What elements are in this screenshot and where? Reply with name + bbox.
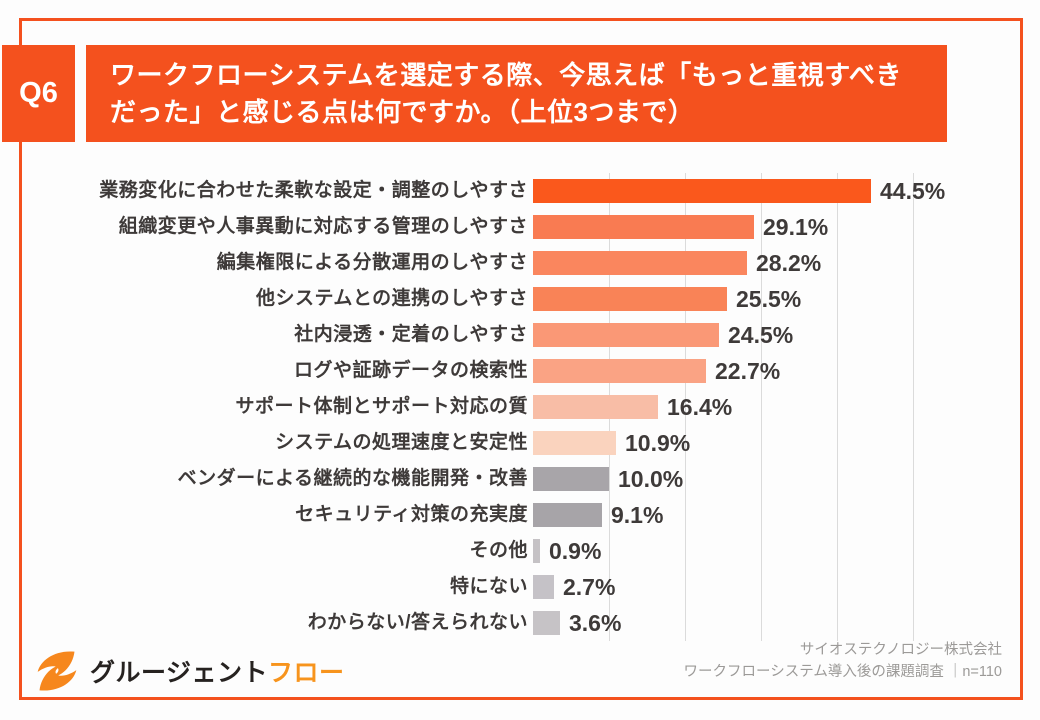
bar [533,575,554,599]
category-label: その他 [469,540,528,561]
category-label: ログや証跡データの検索性 [293,360,528,381]
question-number-badge: Q6 [2,45,75,142]
logo-text: グルージェントフロー [90,653,345,689]
category-label: ベンダーによる継続的な機能開発・改善 [177,468,528,489]
question-number-label: Q6 [19,77,58,109]
chart-row: 他システムとの連携のしやすさ 25.5% [22,281,1023,317]
source-attribution: サイオステクノロジー株式会社 ワークフローシステム導入後の課題調査 ｜n=110 [684,639,1002,683]
category-label: サポート体制とサポート対応の質 [235,396,528,417]
value-label: 0.9% [549,538,602,564]
chart-row: 社内浸透・定着のしやすさ 24.5% [22,317,1023,353]
value-label: 25.5% [736,286,802,312]
value-label: 2.7% [563,574,616,600]
value-label: 9.1% [611,502,664,528]
bar [533,611,560,635]
chart-row: ログや証跡データの検索性 22.7% [22,353,1023,389]
gridline-40pct [837,173,838,641]
source-company: サイオステクノロジー株式会社 [799,642,1002,658]
bar [533,251,747,275]
category-label: 他システムとの連携のしやすさ [255,288,528,309]
category-label: 編集権限による分散運用のしやすさ [216,252,528,273]
gridline-30pct [761,173,762,641]
source-survey: ワークフローシステム導入後の課題調査 ｜n=110 [683,664,1002,680]
logo-text-dark: グルージェント [90,659,269,687]
value-label: 24.5% [728,322,794,348]
category-label: システムの処理速度と安定性 [275,432,528,453]
company-logo: グルージェントフロー [34,646,345,696]
category-label: 業務変化に合わせた柔軟な設定・調整のしやすさ [99,180,528,201]
bar [533,467,609,491]
value-label: 22.7% [715,358,781,384]
bar [533,323,719,347]
bar [533,503,602,527]
page-border-frame [19,18,1023,700]
bar [533,215,754,239]
bar [533,359,706,383]
value-label: 3.6% [569,610,622,636]
value-label: 10.0% [618,466,684,492]
value-label: 16.4% [667,394,733,420]
question-title-line1: ワークフローシステムを選定する際、今思えば「もっと重視すべき [110,59,902,90]
gridline-20pct [685,173,686,641]
category-label: 社内浸透・定着のしやすさ [294,324,528,345]
bar [533,395,658,419]
category-label: 特にない [449,576,528,597]
chart-row: セキュリティ対策の充実度 9.1% [22,497,1023,533]
chart: 業務変化に合わせた柔軟な設定・調整のしやすさ 44.5% 組織変更や人事異動に対応す… [22,173,1023,641]
chart-row: 業務変化に合わせた柔軟な設定・調整のしやすさ 44.5% [22,173,1023,209]
bar [533,287,727,311]
logo-text-orange: フロー [268,659,345,687]
bar [533,179,871,203]
category-label: セキュリティ対策の充実度 [295,504,528,525]
chart-row: 編集権限による分散運用のしやすさ 28.2% [22,245,1023,281]
chart-row: ベンダーによる継続的な機能開発・改善 10.0% [22,461,1023,497]
category-label: 組織変更や人事異動に対応する管理のしやすさ [118,216,528,237]
chart-row: 特にない 2.7% [22,569,1023,605]
bar [533,539,540,563]
value-label: 10.9% [625,430,691,456]
value-label: 44.5% [880,178,946,204]
category-label: わからない/答えられない [307,612,528,633]
chart-row: わからない/答えられない 3.6% [22,605,1023,641]
gridline-50pct [913,173,914,641]
value-label: 29.1% [763,214,829,240]
chart-row: サポート体制とサポート対応の質 16.4% [22,389,1023,425]
grusient-flow-bolt-icon [37,651,77,691]
chart-row: 組織変更や人事異動に対応する管理のしやすさ 29.1% [22,209,1023,245]
bar [533,431,616,455]
chart-row: その他 0.9% [22,533,1023,569]
question-title-line2: だった」と感じる点は何ですか。（上位3つまで） [110,96,695,127]
question-title-box: ワークフローシステムを選定する際、今思えば「もっと重視すべき だった」と感じる点… [86,45,947,142]
chart-row: システムの処理速度と安定性 10.9% [22,425,1023,461]
value-label: 28.2% [756,250,822,276]
